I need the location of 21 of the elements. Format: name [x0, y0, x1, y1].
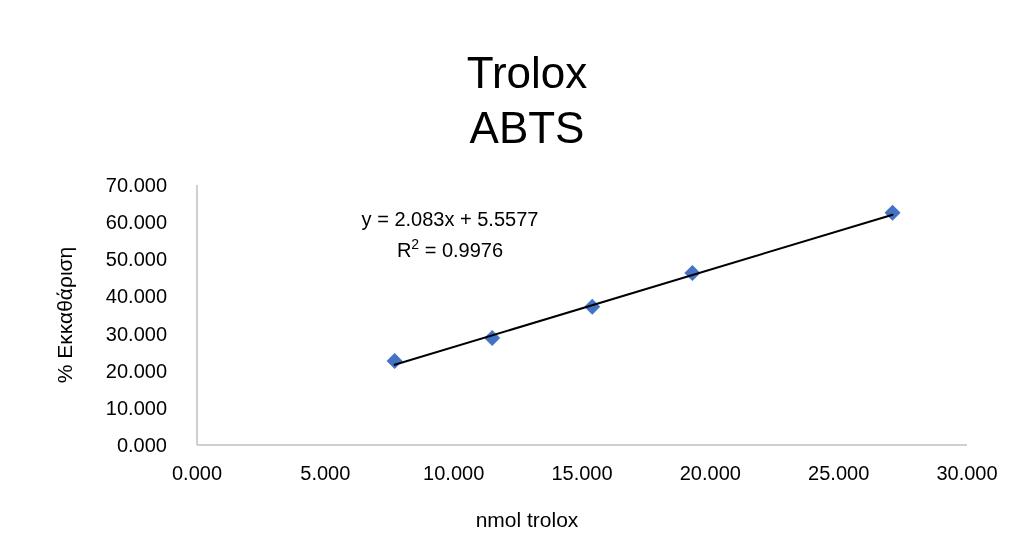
x-tick-label: 10.000 [423, 462, 485, 484]
y-tick-label: 50.000 [105, 248, 167, 271]
annotation: y = 2.083x + 5.5577 [361, 208, 539, 230]
y-axis-title: % Εκκαθάριση [53, 246, 76, 384]
y-tick-label: 40.000 [105, 285, 167, 308]
y-tick-label: 70.000 [105, 174, 167, 196]
y-tick-label: 60.000 [105, 211, 167, 234]
annotation: R$^{2}$ = 0.9976 [396, 236, 504, 261]
x-tick-label: 5.000 [300, 462, 351, 484]
x-tick-label: 15.000 [551, 462, 613, 484]
y-tick-label: 10.000 [105, 396, 167, 419]
y-tick-label: 20.000 [105, 359, 167, 382]
chart-title: Trolox ABTS [466, 48, 588, 152]
x-tick-label: 30.000 [936, 462, 998, 484]
y-tick-label: 30.000 [105, 322, 167, 345]
x-tick-label: 20.000 [679, 462, 741, 484]
x-tick-label: 25.000 [808, 462, 870, 484]
x-tick-label: 0.000 [171, 462, 223, 484]
y-tick-label: 0.000 [116, 434, 167, 456]
point [884, 204, 901, 221]
x-axis-title: nmol trolox [475, 508, 579, 531]
